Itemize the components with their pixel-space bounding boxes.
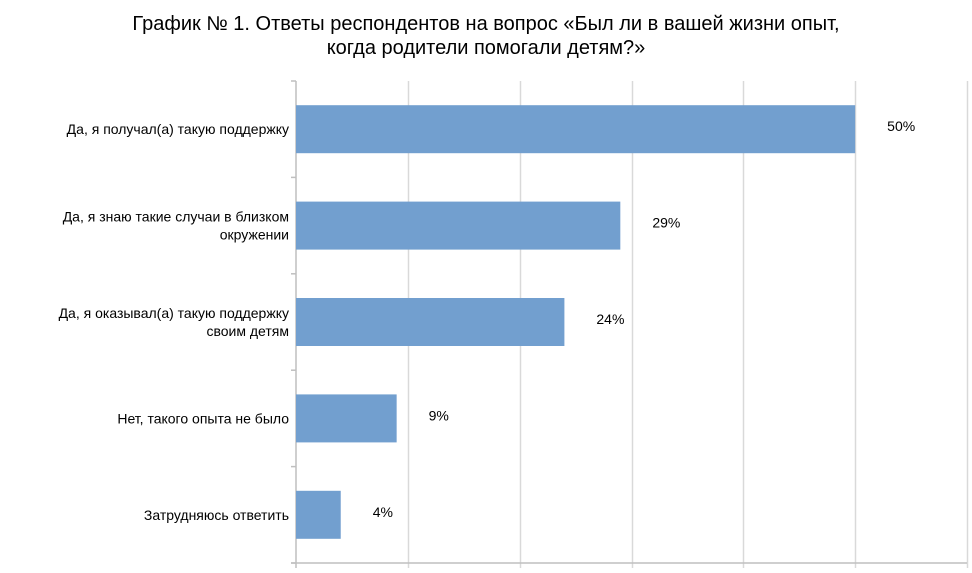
bar [296,490,341,539]
category-label-line: Затрудняюсь ответить [144,507,289,523]
data-label: 29% [652,215,680,231]
category-label-line: своим детям [206,323,289,339]
chart-title: График № 1. Ответы респондентов на вопро… [0,12,972,60]
category-label: Да, я оказывал(а) такую поддержку своим д… [59,305,289,339]
chart-title-line-1: График № 1. Ответы респондентов на вопро… [132,13,840,35]
bar [296,105,856,154]
bar [296,298,565,346]
data-label: 9% [429,407,449,423]
chart-title-line-2: когда родители помогали детям?» [326,37,646,59]
category-label: Да, я знаю такие случаи в близком окружен… [63,209,289,243]
category-label: Нет, такого опыта не было [117,410,289,426]
category-label-line: Да, я знаю такие случаи в близком [63,209,289,225]
category-label-line: Нет, такого опыта не было [117,410,289,426]
category-label-line: окружении [220,227,289,243]
category-label-line: Да, я получал(а) такую поддержку [67,121,289,137]
category-label: Да, я получал(а) такую поддержку [67,121,289,137]
data-label: 24% [596,311,624,327]
data-label: 4% [373,504,393,520]
bar [296,201,621,250]
category-label-line: Да, я оказывал(а) такую поддержку [59,305,289,321]
data-label: 50% [887,118,915,134]
bar [296,394,397,443]
category-label: Затрудняюсь ответить [144,507,289,523]
